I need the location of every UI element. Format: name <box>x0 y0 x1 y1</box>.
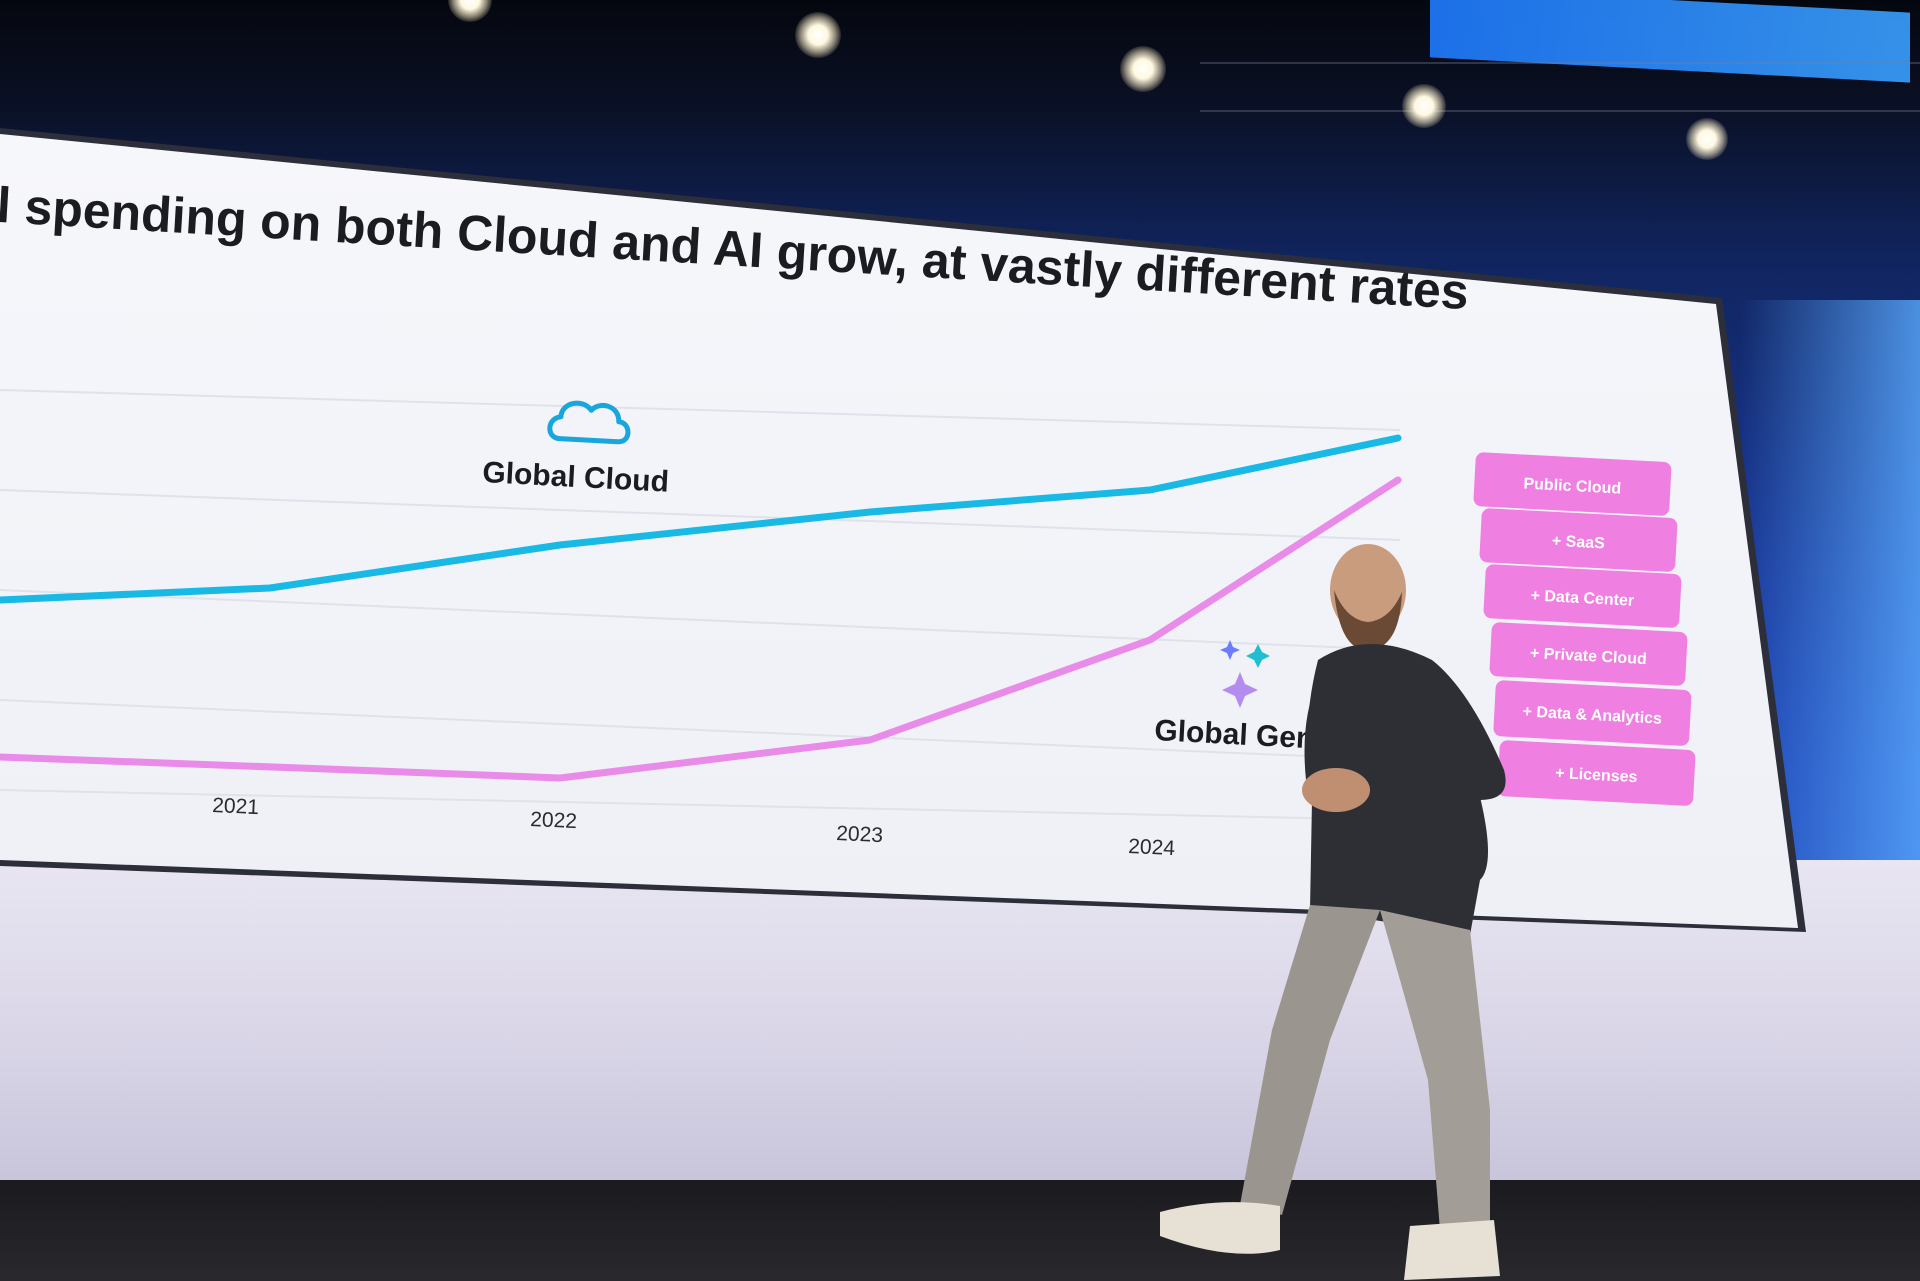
stage-light <box>448 0 492 22</box>
stage-floor <box>0 1180 1920 1281</box>
chart-gridlines <box>0 389 1401 821</box>
category-box-label: + Private Cloud <box>1529 645 1647 668</box>
category-box: + Data Center <box>1483 564 1682 628</box>
category-box-label: + Data Center <box>1530 587 1634 609</box>
category-box: + Licenses <box>1497 740 1696 806</box>
category-box-label: Public Cloud <box>1523 476 1622 498</box>
cloud-icon <box>547 400 631 445</box>
lighting-truss <box>1200 62 1920 64</box>
category-box: + SaaS <box>1479 508 1678 572</box>
category-box-stack: Public Cloud + SaaS + Data Center + Priv… <box>1473 452 1696 806</box>
stage-light <box>1402 84 1446 128</box>
category-box: Public Cloud <box>1473 452 1672 516</box>
lighting-truss <box>1200 110 1920 112</box>
x-tick-label: 2021 <box>212 794 260 819</box>
category-box: + Data & Analytics <box>1493 680 1692 746</box>
x-tick-label: 2022 <box>530 808 578 833</box>
category-box: + Private Cloud <box>1489 622 1688 686</box>
genai-series-line <box>0 476 1402 782</box>
stage-light <box>795 12 841 58</box>
category-box-label: + SaaS <box>1551 533 1605 553</box>
stage-light <box>1686 118 1728 160</box>
cloud-series-line <box>0 434 1402 604</box>
category-box-label: + Licenses <box>1555 765 1638 786</box>
sparkle-icon <box>1220 640 1270 708</box>
x-tick-label: 2024 <box>1128 835 1176 860</box>
stage-light <box>1120 46 1166 92</box>
x-tick-label: 2023 <box>836 822 884 847</box>
